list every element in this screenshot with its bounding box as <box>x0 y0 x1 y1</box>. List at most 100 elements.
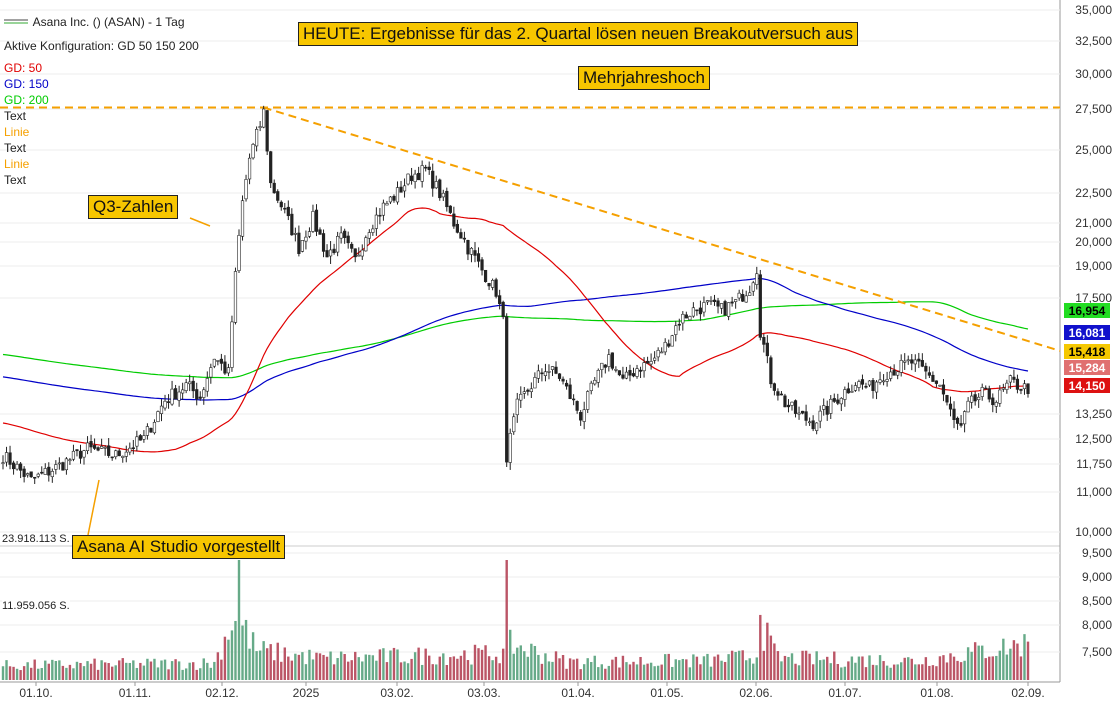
volume-bar <box>382 648 385 680</box>
candle-body <box>124 451 128 457</box>
volume-bar <box>251 632 255 680</box>
volume-bar <box>428 655 431 680</box>
volume-bar <box>924 657 928 680</box>
volume-bar <box>688 667 692 680</box>
volume-bar <box>759 614 762 680</box>
candle-body <box>543 371 548 376</box>
candle-body <box>512 416 516 433</box>
candle-body <box>19 463 23 471</box>
volume-bar <box>575 658 579 680</box>
candle-body <box>843 389 847 400</box>
y-tick-label: 32,500 <box>1075 34 1112 48</box>
volume-bar <box>142 665 146 680</box>
candle-body <box>557 373 562 379</box>
candle-body <box>159 405 164 414</box>
price-tag-label: 15,418 <box>1069 345 1106 359</box>
volume-bar <box>561 655 565 680</box>
candle-body <box>205 378 209 392</box>
volume-bar <box>864 667 868 680</box>
candle-body <box>445 190 449 208</box>
legend-item: Linie <box>4 125 30 139</box>
volume-bar <box>192 662 195 680</box>
volume-bar <box>364 654 368 680</box>
volume-bar <box>100 660 103 680</box>
volume-bar <box>706 653 709 680</box>
candle-body <box>593 379 597 385</box>
volume-bar <box>702 656 706 680</box>
candle-body <box>631 373 636 377</box>
y-tick-label: 12,500 <box>1075 432 1112 446</box>
candle-body <box>709 300 713 302</box>
candle-body <box>1005 382 1009 390</box>
candle-body <box>667 343 671 347</box>
x-tick-label: 03.02. <box>380 686 413 700</box>
candle-body <box>998 389 1002 404</box>
volume-bar <box>737 650 741 680</box>
volume-bar <box>850 656 854 680</box>
candle-body <box>783 395 787 408</box>
volume-bar <box>685 659 688 680</box>
volume-bar <box>790 653 794 680</box>
candle-body <box>748 292 752 296</box>
volume-bar <box>727 654 730 680</box>
volume-bar <box>899 662 903 680</box>
candle-body <box>33 476 37 479</box>
volume-bar <box>424 648 427 680</box>
volume-bar <box>269 644 272 680</box>
volume-bar <box>945 662 949 680</box>
volume-bar <box>840 667 843 680</box>
candle-body <box>684 314 688 319</box>
volume-bar <box>734 651 737 680</box>
candle-body <box>702 302 706 313</box>
volume-bar <box>149 661 153 680</box>
volume-bar <box>491 660 494 680</box>
candle-body <box>343 230 347 238</box>
candle-body <box>427 166 431 171</box>
candle-body <box>100 446 104 449</box>
candle-body <box>920 360 924 367</box>
candle-body <box>223 361 227 374</box>
candle-body <box>758 274 762 338</box>
volume-bar <box>963 660 966 680</box>
volume-bar <box>480 649 484 680</box>
candle-body <box>822 405 826 410</box>
volume-bar <box>93 658 96 680</box>
volume-bar <box>815 651 818 680</box>
candle-body <box>452 213 456 227</box>
candle-body <box>927 372 931 376</box>
candle-body <box>751 282 755 292</box>
volume-bar <box>361 661 364 680</box>
candle-body <box>677 323 681 326</box>
candle-body <box>1008 375 1012 383</box>
candle-body <box>818 410 822 422</box>
candle-body <box>776 391 780 396</box>
volume-bar <box>329 651 332 680</box>
candle-body <box>353 248 357 258</box>
volume-bar <box>882 661 885 680</box>
volume-bar <box>473 644 477 680</box>
candle-body <box>656 349 660 358</box>
q3-arrow <box>189 217 211 227</box>
volume-tick-label: 7,500 <box>1082 645 1112 659</box>
candle-body <box>945 395 949 403</box>
price-tag <box>1064 360 1110 375</box>
volume-bar <box>33 659 36 680</box>
volume-bar <box>125 662 128 680</box>
candle-body <box>103 446 107 449</box>
candle-body <box>519 393 523 401</box>
candle-body <box>448 205 452 213</box>
volume-bar <box>262 641 265 680</box>
volume-bar <box>642 664 646 680</box>
volume-bar <box>177 661 181 680</box>
volume-bar <box>26 662 29 680</box>
candle-body <box>910 359 914 364</box>
candle-body <box>727 302 731 317</box>
volume-bar <box>540 663 544 680</box>
volume-bar <box>755 657 758 680</box>
volume-bar <box>949 653 952 680</box>
volume-bar <box>435 664 438 680</box>
candle-body <box>318 229 322 235</box>
volume-bar <box>794 663 797 680</box>
volume-bar <box>195 669 198 680</box>
volume-bar <box>903 657 906 680</box>
